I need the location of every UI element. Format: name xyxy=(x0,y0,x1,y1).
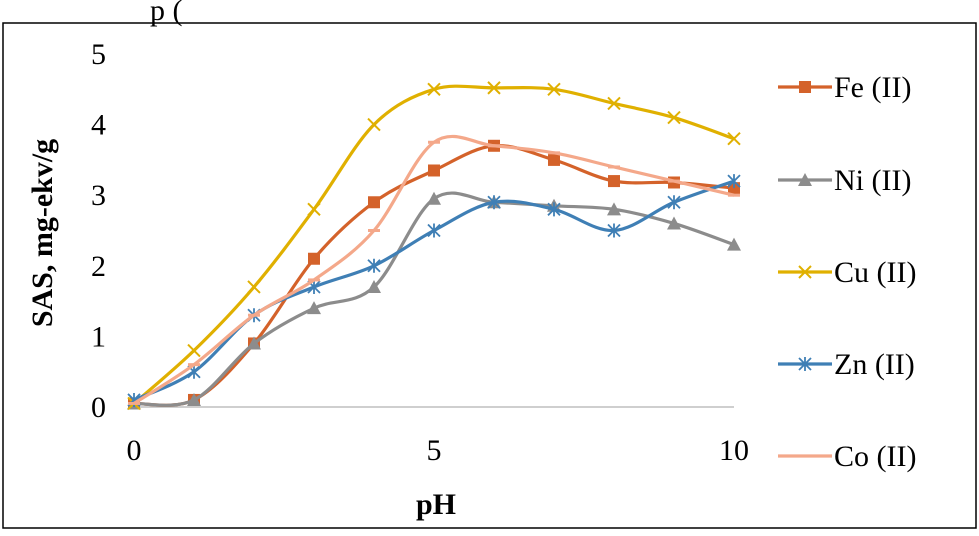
data-point-fe-ii xyxy=(548,153,560,166)
legend-item-ni-ii: Ni (II) xyxy=(778,164,911,197)
data-point-cu-ii xyxy=(727,132,741,146)
y-tick-label: 3 xyxy=(91,179,106,212)
data-point-cu-ii xyxy=(667,110,681,125)
legend-marker xyxy=(799,81,811,93)
data-point-cu-ii xyxy=(607,96,621,111)
data-point-fe-ii xyxy=(368,196,380,209)
data-point-ni-ii xyxy=(607,202,621,216)
legend-label: Fe (II) xyxy=(834,71,911,104)
axes: 0 5 10 0 1 2 3 4 5 xyxy=(91,38,749,467)
legend-label: Zn (II) xyxy=(834,348,915,381)
data-point-ni-ii xyxy=(247,336,261,350)
data-point-cu-ii xyxy=(547,82,561,97)
data-point-zn-ii xyxy=(367,258,381,273)
series-line-ni-ii xyxy=(133,191,735,407)
chart-border xyxy=(2,22,977,529)
series-zn-ii xyxy=(127,174,741,407)
data-point-ni-ii xyxy=(427,191,441,205)
data-point-ni-ii xyxy=(367,279,381,293)
data-point-zn-ii xyxy=(607,223,621,238)
series-cu-ii xyxy=(127,81,741,411)
data-point-ni-ii xyxy=(727,237,741,251)
legend-item-co-ii: Co (II) xyxy=(778,440,916,473)
series-fe-ii xyxy=(128,139,740,410)
data-point-zn-ii xyxy=(547,202,561,217)
y-tick-label: 1 xyxy=(91,320,106,353)
legend-label: Co (II) xyxy=(834,440,916,473)
y-tick-label: 5 xyxy=(91,38,106,71)
legend-marker xyxy=(798,173,812,186)
legend-item-zn-ii: Zn (II) xyxy=(778,348,915,381)
data-point-cu-ii xyxy=(307,202,321,217)
x-tick-label: 10 xyxy=(719,434,749,467)
data-point-zn-ii xyxy=(487,195,501,210)
legend-label: Cu (II) xyxy=(834,256,916,289)
series-line-cu-ii xyxy=(132,84,735,405)
data-point-cu-ii xyxy=(487,81,501,95)
data-point-zn-ii xyxy=(667,195,681,210)
data-point-cu-ii xyxy=(247,280,261,294)
data-point-zn-ii xyxy=(727,174,741,189)
data-point-ni-ii xyxy=(187,392,201,406)
series-line-fe-ii xyxy=(133,144,735,407)
series-group xyxy=(127,81,741,411)
series-line-co-ii xyxy=(133,134,735,405)
legend: Fe (II) Ni (II) Cu (II) Zn (II) Co (II) xyxy=(778,71,916,473)
legend-marker xyxy=(798,265,812,279)
series-co-ii xyxy=(128,134,740,405)
data-point-cu-ii xyxy=(427,82,441,97)
y-axis-title: SAS, mg-ekv/g xyxy=(26,139,59,327)
data-point-cu-ii xyxy=(187,343,201,358)
series-line-zn-ii xyxy=(133,179,735,402)
y-tick-label: 0 xyxy=(91,391,106,424)
legend-marker xyxy=(798,357,812,371)
legend-item-fe-ii: Fe (II) xyxy=(778,71,911,104)
y-tick-label: 2 xyxy=(91,250,106,283)
data-point-ni-ii xyxy=(667,216,681,230)
data-point-fe-ii xyxy=(308,252,320,265)
data-point-ni-ii xyxy=(307,301,321,315)
x-tick-label: 5 xyxy=(427,434,442,467)
y-tick-label: 4 xyxy=(91,109,106,142)
data-point-zn-ii xyxy=(427,223,441,238)
data-point-cu-ii xyxy=(367,117,381,132)
x-axis-title: pH xyxy=(416,488,456,521)
data-point-fe-ii xyxy=(428,164,440,177)
x-tick-label: 0 xyxy=(127,434,142,467)
legend-item-cu-ii: Cu (II) xyxy=(778,256,916,289)
data-point-fe-ii xyxy=(608,175,620,188)
legend-label: Ni (II) xyxy=(834,164,911,197)
